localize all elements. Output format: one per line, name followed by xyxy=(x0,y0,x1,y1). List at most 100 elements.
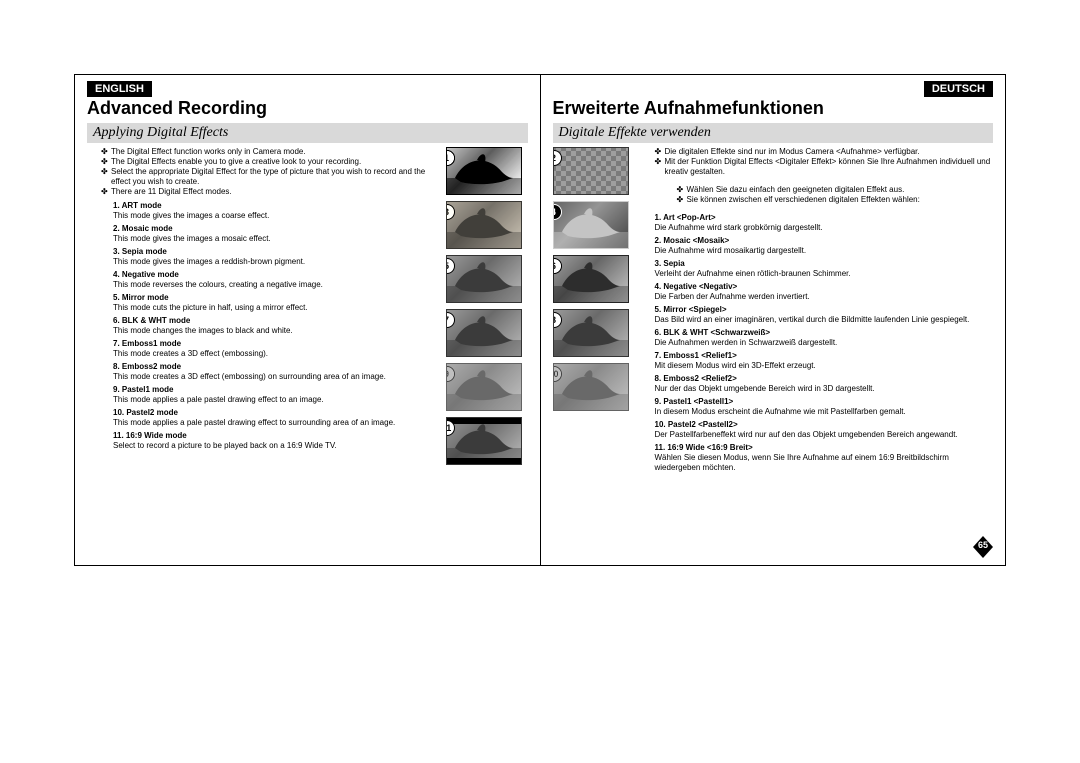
bullet: Mit der Funktion Digital Effects <Digita… xyxy=(655,157,994,177)
mode-name: 9. Pastel1 mode xyxy=(113,385,173,394)
thumb-number: 2 xyxy=(553,150,562,166)
left-modes: 1. ART modeThis mode gives the images a … xyxy=(87,201,440,451)
left-title: Advanced Recording xyxy=(87,99,528,119)
lang-badge-de: DEUTSCH xyxy=(924,81,993,97)
mode-name: 3. Sepia xyxy=(655,259,685,268)
mode-item: 4. Negative <Negativ>Die Farben der Aufn… xyxy=(655,282,994,302)
columns: ENGLISH Advanced Recording Applying Digi… xyxy=(75,75,1005,565)
mode-name: 11. 16:9 Wide mode xyxy=(113,431,187,440)
mode-item: 8. Emboss2 modeThis mode creates a 3D ef… xyxy=(113,362,440,382)
bullet: Die digitalen Effekte sind nur im Modus … xyxy=(655,147,994,157)
page-number-badge: 65 xyxy=(971,535,995,559)
mode-desc: This mode gives the images a coarse effe… xyxy=(113,211,440,221)
bullet: The Digital Effects enable you to give a… xyxy=(101,157,440,167)
mode-desc: Die Aufnahme wird mosaikartig dargestell… xyxy=(655,246,994,256)
right-column: DEUTSCH Erweiterte Aufnahmefunktionen Di… xyxy=(541,75,1006,565)
mode-item: 1. ART modeThis mode gives the images a … xyxy=(113,201,440,221)
mode-item: 9. Pastel1 modeThis mode applies a pale … xyxy=(113,385,440,405)
mode-desc: Die Aufnahmen werden in Schwarzweiß darg… xyxy=(655,338,994,348)
mode-name: 4. Negative <Negativ> xyxy=(655,282,738,291)
right-content: 2 4 6 8 10 Die digitalen Effekte sind nu… xyxy=(553,147,994,476)
mode-name: 6. BLK & WHT mode xyxy=(113,316,190,325)
mode-desc: Nur der das Objekt umgebende Bereich wir… xyxy=(655,384,994,394)
mode-item: 3. Sepia modeThis mode gives the images … xyxy=(113,247,440,267)
mode-item: 2. Mosaic <Mosaik>Die Aufnahme wird mosa… xyxy=(655,236,994,256)
right-text: Die digitalen Effekte sind nur im Modus … xyxy=(641,147,994,476)
mode-desc: Select to record a picture to be played … xyxy=(113,441,440,451)
mode-item: 5. Mirror <Spiegel>Das Bild wird an eine… xyxy=(655,305,994,325)
mode-item: 5. Mirror modeThis mode cuts the picture… xyxy=(113,293,440,313)
mode-name: 2. Mosaic <Mosaik> xyxy=(655,236,730,245)
left-column: ENGLISH Advanced Recording Applying Digi… xyxy=(75,75,540,565)
effect-thumb: 6 xyxy=(553,255,629,303)
mode-item: 8. Emboss2 <Relief2>Nur der das Objekt u… xyxy=(655,374,994,394)
bullet: The Digital Effect function works only i… xyxy=(101,147,440,157)
left-thumb-col: 1 3 5 7 9 11 xyxy=(446,147,528,471)
right-bullets: Die digitalen Effekte sind nur im Modus … xyxy=(655,147,994,177)
mode-item: 9. Pastel1 <Pastell1>In diesem Modus ers… xyxy=(655,397,994,417)
mode-item: 2. Mosaic modeThis mode gives the images… xyxy=(113,224,440,244)
right-title: Erweiterte Aufnahmefunktionen xyxy=(553,99,994,119)
mode-item: 6. BLK & WHT <Schwarzweiß>Die Aufnahmen … xyxy=(655,328,994,348)
mode-name: 3. Sepia mode xyxy=(113,247,167,256)
left-bullets: The Digital Effect function works only i… xyxy=(101,147,440,197)
mode-name: 5. Mirror mode xyxy=(113,293,169,302)
mode-item: 10. Pastel2 modeThis mode applies a pale… xyxy=(113,408,440,428)
mode-desc: Die Aufnahme wird stark grobkörnig darge… xyxy=(655,223,994,233)
effect-thumb: 9 xyxy=(446,363,522,411)
mode-desc: Wählen Sie diesen Modus, wenn Sie Ihre A… xyxy=(655,453,994,473)
bullet: Wählen Sie dazu einfach den geeigneten d… xyxy=(677,185,994,195)
mode-name: 11. 16:9 Wide <16:9 Breit> xyxy=(655,443,753,452)
mode-desc: Verleiht der Aufnahme einen rötlich-brau… xyxy=(655,269,994,279)
effect-thumb: 1 xyxy=(446,147,522,195)
mode-desc: This mode applies a pale pastel drawing … xyxy=(113,418,440,428)
mode-name: 1. Art <Pop-Art> xyxy=(655,213,716,222)
mode-item: 6. BLK & WHT modeThis mode changes the i… xyxy=(113,316,440,336)
mode-name: 4. Negative mode xyxy=(113,270,179,279)
effect-thumb: 5 xyxy=(446,255,522,303)
mode-item: 7. Emboss1 <Relief1>Mit diesem Modus wir… xyxy=(655,351,994,371)
left-content: The Digital Effect function works only i… xyxy=(87,147,528,471)
mode-desc: This mode gives the images a reddish-bro… xyxy=(113,257,440,267)
mode-item: 7. Emboss1 modeThis mode creates a 3D ef… xyxy=(113,339,440,359)
manual-page: ENGLISH Advanced Recording Applying Digi… xyxy=(74,74,1006,566)
mode-desc: Mit diesem Modus wird ein 3D-Effekt erze… xyxy=(655,361,994,371)
mode-desc: This mode creates a 3D effect (embossing… xyxy=(113,349,440,359)
mode-item: 11. 16:9 Wide <16:9 Breit>Wählen Sie die… xyxy=(655,443,994,473)
mode-desc: Das Bild wird an einer imaginären, verti… xyxy=(655,315,994,325)
left-subtitle: Applying Digital Effects xyxy=(87,123,528,143)
effect-thumb: 8 xyxy=(553,309,629,357)
right-subtitle: Digitale Effekte verwenden xyxy=(553,123,994,143)
right-modes: 1. Art <Pop-Art>Die Aufnahme wird stark … xyxy=(641,213,994,473)
mode-name: 10. Pastel2 <Pastell2> xyxy=(655,420,738,429)
bullet: Sie können zwischen elf verschiedenen di… xyxy=(677,195,994,205)
mode-item: 1. Art <Pop-Art>Die Aufnahme wird stark … xyxy=(655,213,994,233)
mode-desc: This mode creates a 3D effect (embossing… xyxy=(113,372,440,382)
mode-name: 8. Emboss2 mode xyxy=(113,362,181,371)
mode-name: 1. ART mode xyxy=(113,201,162,210)
mode-item: 11. 16:9 Wide modeSelect to record a pic… xyxy=(113,431,440,451)
effect-thumb: 11 xyxy=(446,417,522,465)
effect-thumb: 10 xyxy=(553,363,629,411)
mode-desc: This mode cuts the picture in half, usin… xyxy=(113,303,440,313)
effect-thumb: 7 xyxy=(446,309,522,357)
right-sub-bullets: Wählen Sie dazu einfach den geeigneten d… xyxy=(677,185,994,205)
effect-thumb: 3 xyxy=(446,201,522,249)
effect-thumb: 2 xyxy=(553,147,629,195)
mode-name: 8. Emboss2 <Relief2> xyxy=(655,374,737,383)
right-thumb-col: 2 4 6 8 10 xyxy=(553,147,635,476)
lang-badge-en: ENGLISH xyxy=(87,81,152,97)
mode-name: 9. Pastel1 <Pastell1> xyxy=(655,397,734,406)
effect-thumb: 4 xyxy=(553,201,629,249)
mode-desc: This mode applies a pale pastel drawing … xyxy=(113,395,440,405)
left-text: The Digital Effect function works only i… xyxy=(87,147,440,471)
mode-desc: Die Farben der Aufnahme werden invertier… xyxy=(655,292,994,302)
mode-desc: This mode gives the images a mosaic effe… xyxy=(113,234,440,244)
mode-item: 3. SepiaVerleiht der Aufnahme einen rötl… xyxy=(655,259,994,279)
bullet: There are 11 Digital Effect modes. xyxy=(101,187,440,197)
mode-desc: This mode reverses the colours, creating… xyxy=(113,280,440,290)
mode-name: 10. Pastel2 mode xyxy=(113,408,178,417)
page-number: 65 xyxy=(971,540,995,550)
mode-name: 2. Mosaic mode xyxy=(113,224,173,233)
mode-item: 4. Negative modeThis mode reverses the c… xyxy=(113,270,440,290)
